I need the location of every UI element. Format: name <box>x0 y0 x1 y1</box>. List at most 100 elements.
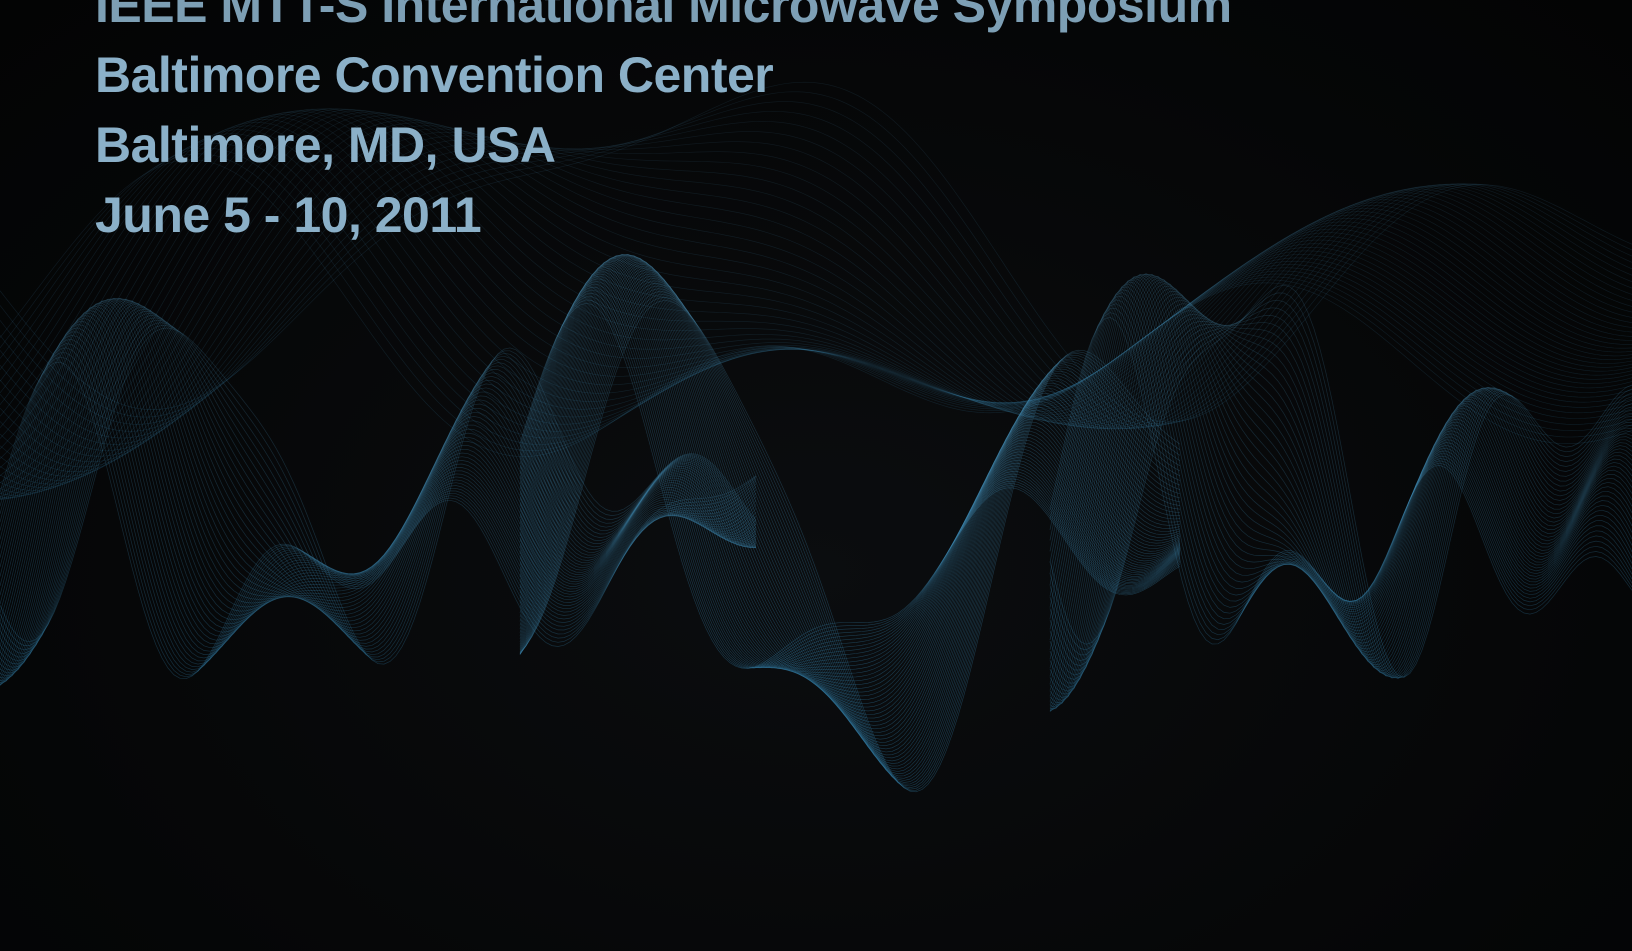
wave-line <box>0 117 1632 491</box>
wave-line <box>519 286 1181 669</box>
wave-line <box>519 273 1181 775</box>
wave-line <box>519 283 1181 783</box>
wave-line <box>519 259 1181 689</box>
wave-line <box>1049 315 1632 679</box>
wave-line <box>0 111 1632 498</box>
wave-line <box>1049 296 1632 701</box>
wave-line <box>0 319 757 658</box>
wave-line <box>1049 277 1632 640</box>
wave-line <box>0 113 1632 496</box>
wave-line <box>0 116 1632 450</box>
wave-line <box>0 147 1632 445</box>
wave-line <box>0 298 757 682</box>
wave-line <box>0 110 1632 477</box>
wave-line <box>1049 274 1632 702</box>
wave-line <box>0 307 757 674</box>
wave-line <box>0 114 1632 460</box>
venue-text: Baltimore Convention Center <box>95 47 774 103</box>
wave-line <box>0 142 1632 457</box>
wave-line <box>0 115 1632 494</box>
wave-line <box>519 297 1181 791</box>
wave-line <box>519 263 1181 678</box>
wave-line <box>0 315 757 645</box>
wave-line <box>0 298 757 671</box>
wave-line <box>0 159 1632 457</box>
wave-line <box>1049 285 1632 709</box>
wave-line <box>1049 276 1632 650</box>
wave-line <box>0 108 1632 498</box>
wave-line <box>0 308 757 671</box>
wave-line <box>0 108 1632 490</box>
wave-line <box>1049 275 1632 660</box>
wave-line <box>1049 274 1632 669</box>
wave-line <box>1049 307 1632 679</box>
wave-line <box>0 109 1632 484</box>
wave-line <box>0 317 757 658</box>
wave-line <box>1049 322 1632 679</box>
wave-line <box>0 324 757 655</box>
wave-line <box>519 255 1181 740</box>
wave-line <box>519 284 1181 669</box>
wave-line <box>1049 281 1632 619</box>
wave-ribbon-left <box>0 297 757 686</box>
wave-line <box>0 327 757 659</box>
wave-line <box>519 278 1181 779</box>
wave-line <box>519 285 1181 785</box>
wave-line <box>1049 286 1632 607</box>
wave-line <box>0 325 757 663</box>
wave-line <box>0 108 1632 500</box>
wave-line <box>0 312 757 641</box>
wave-line <box>519 254 1181 715</box>
wave-line <box>0 297 757 679</box>
wave-line <box>519 258 1181 693</box>
wave-line <box>519 296 1181 669</box>
wave-line <box>1049 273 1632 684</box>
wave-line <box>0 321 757 652</box>
wave-line <box>1049 289 1632 608</box>
wave-line <box>0 108 1632 494</box>
wave-line <box>1049 281 1632 712</box>
wave-line <box>0 111 1632 432</box>
wave-line <box>519 294 1181 790</box>
wave-line <box>0 361 757 680</box>
city-text: Baltimore, MD, USA <box>95 117 556 173</box>
wave-ribbon-center <box>519 254 1181 793</box>
wave-ribbon-right <box>1049 273 1632 712</box>
wave-line <box>0 302 757 646</box>
wave-line <box>1049 279 1632 630</box>
wave-line <box>0 131 1632 445</box>
wave-line <box>0 109 1632 500</box>
wave-line <box>1049 303 1632 695</box>
wave-line <box>1049 274 1632 677</box>
wave-line <box>1049 317 1632 680</box>
event-title: IEEE MTT-S International Microwave Sympo… <box>95 0 1232 33</box>
wave-line <box>0 315 757 662</box>
wave-line <box>519 255 1181 708</box>
wave-line <box>1049 299 1632 679</box>
wave-line <box>519 273 1181 669</box>
wave-line <box>1049 284 1632 678</box>
wave-line <box>1049 274 1632 697</box>
wave-line <box>519 289 1181 669</box>
wave-line <box>0 300 757 660</box>
wave-line <box>0 301 757 653</box>
wave-line <box>0 119 1632 488</box>
wave-line <box>0 122 1632 485</box>
wave-line <box>519 267 1181 671</box>
wave-line <box>1049 316 1632 645</box>
wave-line <box>519 302 1181 669</box>
wave-line <box>1049 292 1632 678</box>
wave-ribbon-background <box>0 81 1632 500</box>
wave-line <box>0 317 757 649</box>
dates-text: June 5 - 10, 2011 <box>95 187 482 243</box>
wave-line <box>0 298 757 675</box>
wave-line <box>519 299 1181 669</box>
wave-line <box>519 254 1181 723</box>
wave-line <box>0 81 1632 423</box>
wave-line <box>519 269 1181 670</box>
wave-line <box>0 356 757 678</box>
wave-line <box>0 101 1632 426</box>
wave-line <box>519 265 1181 674</box>
